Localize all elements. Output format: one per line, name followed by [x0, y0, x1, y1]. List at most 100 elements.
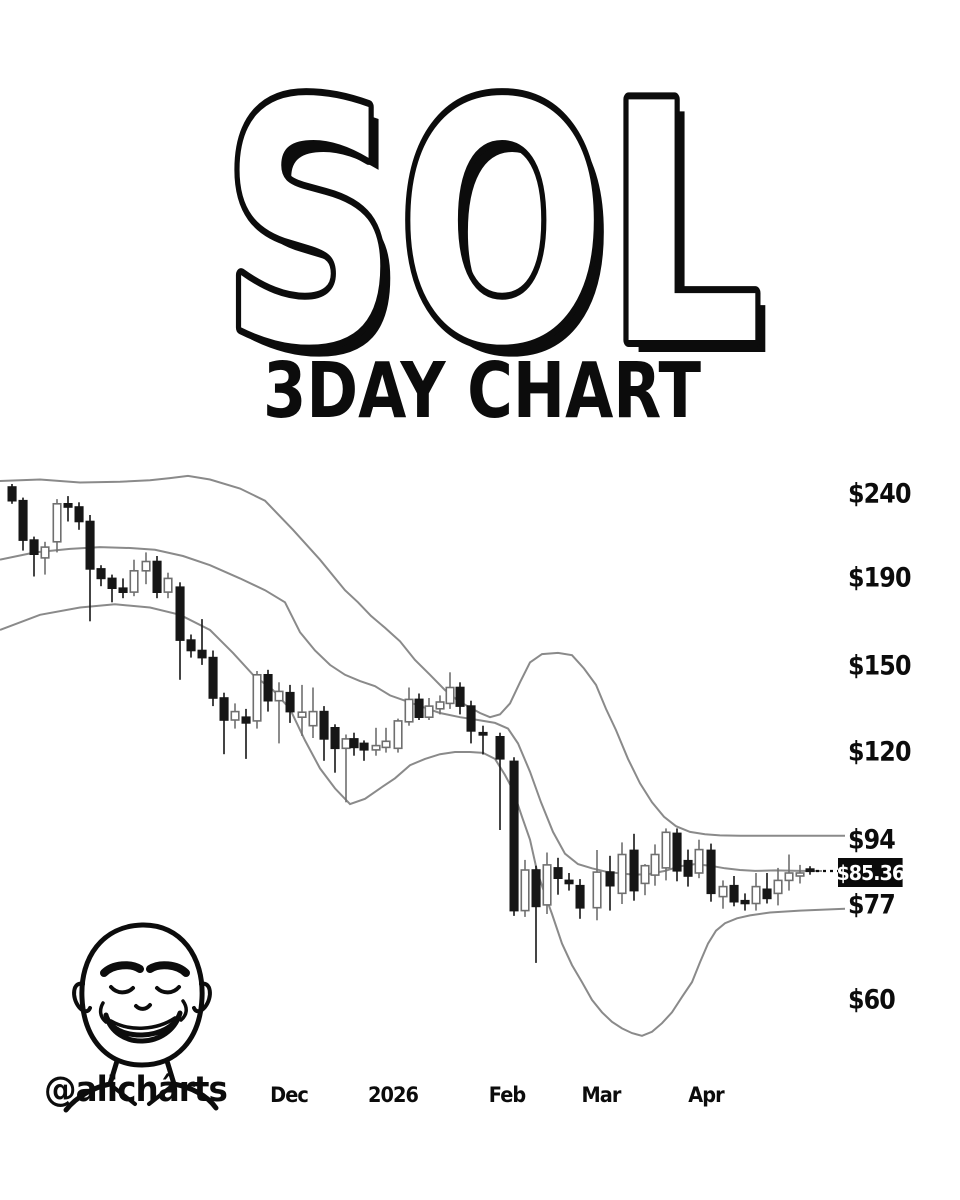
candle-body-up [163, 577, 173, 593]
candle-body-down [564, 879, 574, 885]
candle-body-down [414, 698, 424, 719]
candle [208, 650, 218, 707]
last-price-tag: $85.36 [836, 858, 905, 887]
candle-body-down [729, 884, 739, 903]
candle-body-down [805, 868, 815, 873]
candle [542, 852, 552, 914]
candle [466, 700, 476, 744]
lower-band [0, 603, 846, 1037]
candle-body-up [520, 869, 530, 912]
avatar-left-shoulder [63, 1081, 113, 1113]
candle [330, 724, 340, 773]
candle [404, 687, 414, 726]
candle-body-up [308, 710, 318, 727]
candle [605, 855, 615, 911]
candle [478, 725, 488, 755]
candle [495, 732, 505, 830]
candle [509, 757, 519, 916]
avatar-illustration [63, 922, 219, 1113]
candle [274, 682, 284, 744]
candle-body-up [661, 831, 671, 869]
title-text: SOL [222, 34, 762, 418]
candle-body-up [650, 853, 660, 876]
candle-body-down [197, 649, 207, 659]
candle-body-down [359, 742, 369, 751]
candle [531, 865, 541, 963]
candle-body-down [118, 587, 128, 594]
candle [445, 672, 455, 709]
candle-body-up [718, 885, 728, 898]
candle [63, 496, 73, 522]
candle [740, 893, 750, 911]
candle [694, 839, 704, 879]
candle [393, 718, 403, 753]
candle-body-up [435, 701, 445, 710]
candle [784, 854, 794, 891]
avatar-left-ear [72, 981, 92, 1014]
avatar-neck-right [164, 1058, 177, 1087]
title-shadow: SOL [232, 46, 772, 430]
candle-body-down [672, 832, 682, 872]
candle [751, 873, 761, 911]
upper-band [0, 474, 845, 837]
candle [729, 876, 739, 907]
candle-body-down [186, 639, 196, 652]
candle-body-down [531, 869, 541, 908]
candle-body-up [393, 720, 403, 750]
candle-body-up [230, 710, 240, 721]
candle [96, 565, 106, 587]
candle-body-down [509, 760, 519, 912]
candle-body-up [751, 885, 761, 905]
candle-body-down [683, 859, 693, 877]
candle [617, 842, 627, 904]
candle [706, 843, 716, 902]
candle [381, 727, 391, 753]
candle [424, 698, 434, 720]
page-title: SOL SOL 3DAY CHART [215, 27, 772, 436]
candle-body-down [285, 691, 295, 713]
candle [319, 706, 329, 761]
candle [241, 708, 251, 759]
candle-body-down [107, 577, 117, 590]
candle-body-up [773, 879, 783, 895]
candle-body-up [592, 871, 602, 909]
candle-body-down [74, 506, 84, 523]
candle-body-down [706, 849, 716, 895]
candle-body-down [629, 849, 639, 892]
candle-body-up [381, 740, 391, 749]
candle-body-down [219, 697, 229, 721]
candle [52, 499, 62, 553]
candle [805, 866, 815, 875]
candle [349, 732, 359, 756]
candle [683, 849, 693, 887]
candle [129, 559, 139, 597]
candle-body-up [617, 853, 627, 895]
avatar-left-smile-crease [98, 1001, 108, 1024]
candle [285, 684, 295, 723]
candle [252, 671, 262, 729]
avatar-right-lapel [147, 1084, 174, 1106]
candle-body-down [152, 560, 162, 594]
candle-body-up [694, 848, 704, 874]
candle-body-down [18, 499, 28, 541]
candle-body-down [241, 716, 251, 724]
subtitle-text: 3DAY CHART [263, 347, 701, 436]
candle [29, 536, 39, 577]
avatar-left-eye [109, 985, 135, 995]
candle-body-down [208, 656, 218, 699]
candle-body-up [252, 673, 262, 722]
candle-body-down [85, 520, 95, 570]
candle-body-down [762, 888, 772, 900]
candle-body-down [330, 726, 340, 750]
candle [219, 692, 229, 755]
candle-body-down [175, 586, 185, 641]
candle [186, 634, 196, 658]
candle [74, 502, 84, 530]
candle [795, 864, 805, 884]
candle-body-up [341, 738, 351, 750]
candle-body-down [478, 731, 488, 736]
avatar-right-eyebrow [146, 961, 190, 977]
candle [197, 619, 207, 665]
candle [718, 880, 728, 909]
